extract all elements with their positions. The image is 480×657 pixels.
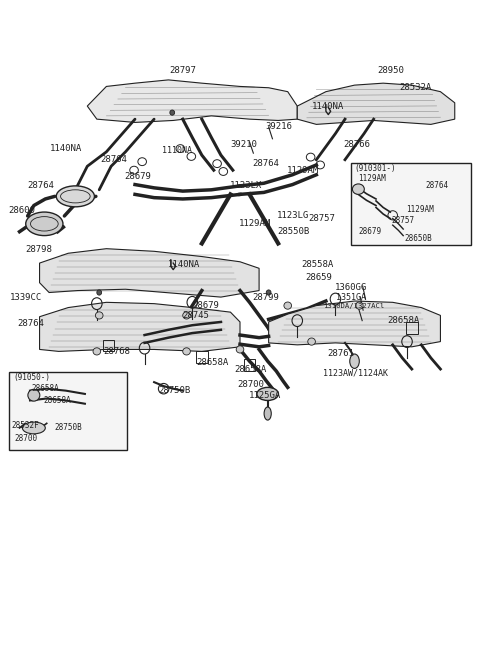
Polygon shape (39, 249, 259, 297)
Text: 28764: 28764 (100, 155, 127, 164)
Text: 28658A: 28658A (43, 396, 71, 405)
Ellipse shape (96, 312, 103, 319)
Text: 39210: 39210 (230, 139, 257, 148)
Bar (406, 322, 418, 334)
Text: 28799: 28799 (253, 292, 280, 302)
Text: 28764: 28764 (425, 181, 448, 191)
Ellipse shape (284, 302, 291, 309)
Text: 1140NA: 1140NA (50, 144, 82, 153)
Text: 1339CC: 1339CC (10, 292, 42, 302)
Text: 28798: 28798 (25, 246, 52, 254)
Polygon shape (297, 83, 455, 124)
Text: 1360GG: 1360GG (335, 283, 367, 292)
Text: 1129AM: 1129AM (239, 219, 271, 229)
Text: 28761: 28761 (328, 349, 355, 358)
Bar (244, 359, 255, 371)
Text: 28700: 28700 (237, 380, 264, 388)
Ellipse shape (93, 348, 101, 355)
Ellipse shape (26, 212, 63, 236)
Text: 28797: 28797 (169, 66, 196, 75)
Text: 28550B: 28550B (277, 227, 310, 236)
Text: 1123AW/1124AK: 1123AW/1124AK (323, 369, 388, 378)
Text: 28750B: 28750B (55, 424, 83, 432)
Ellipse shape (266, 290, 271, 295)
Polygon shape (269, 301, 441, 347)
Ellipse shape (28, 390, 40, 401)
Ellipse shape (183, 348, 191, 355)
Text: 28658A: 28658A (196, 358, 228, 367)
Ellipse shape (308, 338, 315, 345)
Text: (910301-): (910301-) (355, 164, 396, 173)
Text: 1129AM: 1129AM (359, 173, 386, 183)
Text: 28658A: 28658A (31, 384, 59, 393)
Bar (9, 373, 127, 449)
Text: 1125GA: 1125GA (249, 391, 281, 399)
Text: (91050-): (91050-) (13, 373, 50, 382)
Text: 28679: 28679 (192, 301, 219, 310)
Ellipse shape (352, 184, 364, 194)
Ellipse shape (170, 110, 175, 115)
Ellipse shape (350, 354, 360, 369)
Text: 28658A: 28658A (387, 316, 420, 325)
Ellipse shape (264, 407, 271, 420)
Text: 28950: 28950 (377, 66, 404, 75)
Text: 28659: 28659 (305, 273, 332, 282)
Ellipse shape (183, 312, 191, 319)
Text: 1123LG: 1123LG (277, 212, 310, 221)
Text: 28750B: 28750B (158, 386, 190, 395)
Text: 28600: 28600 (8, 206, 35, 215)
Text: 28764: 28764 (27, 181, 54, 191)
Ellipse shape (236, 346, 244, 353)
Text: 28532A: 28532A (399, 83, 432, 92)
Bar (351, 163, 471, 245)
Text: 28757: 28757 (392, 216, 415, 225)
Text: 28650B: 28650B (405, 234, 432, 242)
Bar (196, 351, 207, 363)
Text: 28757: 28757 (309, 214, 336, 223)
Text: 39216: 39216 (266, 122, 293, 131)
Text: 1310DA/1327ACl: 1310DA/1327ACl (323, 304, 384, 309)
Text: 28766: 28766 (344, 139, 371, 148)
Ellipse shape (23, 422, 45, 434)
Text: 28768: 28768 (103, 347, 130, 356)
Text: 28764: 28764 (18, 319, 45, 328)
Text: 28679: 28679 (124, 172, 151, 181)
Text: 28658A: 28658A (234, 365, 266, 374)
Text: 28558A: 28558A (301, 260, 334, 269)
Text: 1123LX: 1123LX (229, 181, 262, 191)
Polygon shape (87, 80, 297, 122)
Ellipse shape (257, 388, 278, 401)
Text: 28745: 28745 (183, 311, 210, 320)
Text: 1140NA: 1140NA (312, 102, 345, 110)
Text: 28764: 28764 (253, 159, 280, 168)
Text: 28679: 28679 (359, 227, 382, 236)
Text: 1129AM: 1129AM (287, 166, 319, 175)
Bar (103, 340, 115, 351)
Ellipse shape (356, 302, 363, 309)
Polygon shape (39, 302, 240, 351)
Ellipse shape (56, 186, 95, 207)
Text: 28532F: 28532F (12, 421, 40, 430)
Text: 1140NA: 1140NA (168, 260, 200, 269)
Text: 28700: 28700 (15, 434, 38, 443)
Text: 1351GA: 1351GA (336, 292, 366, 302)
Text: 1110NA: 1110NA (162, 146, 192, 155)
Ellipse shape (97, 290, 102, 295)
Text: 1129AM: 1129AM (406, 205, 434, 214)
